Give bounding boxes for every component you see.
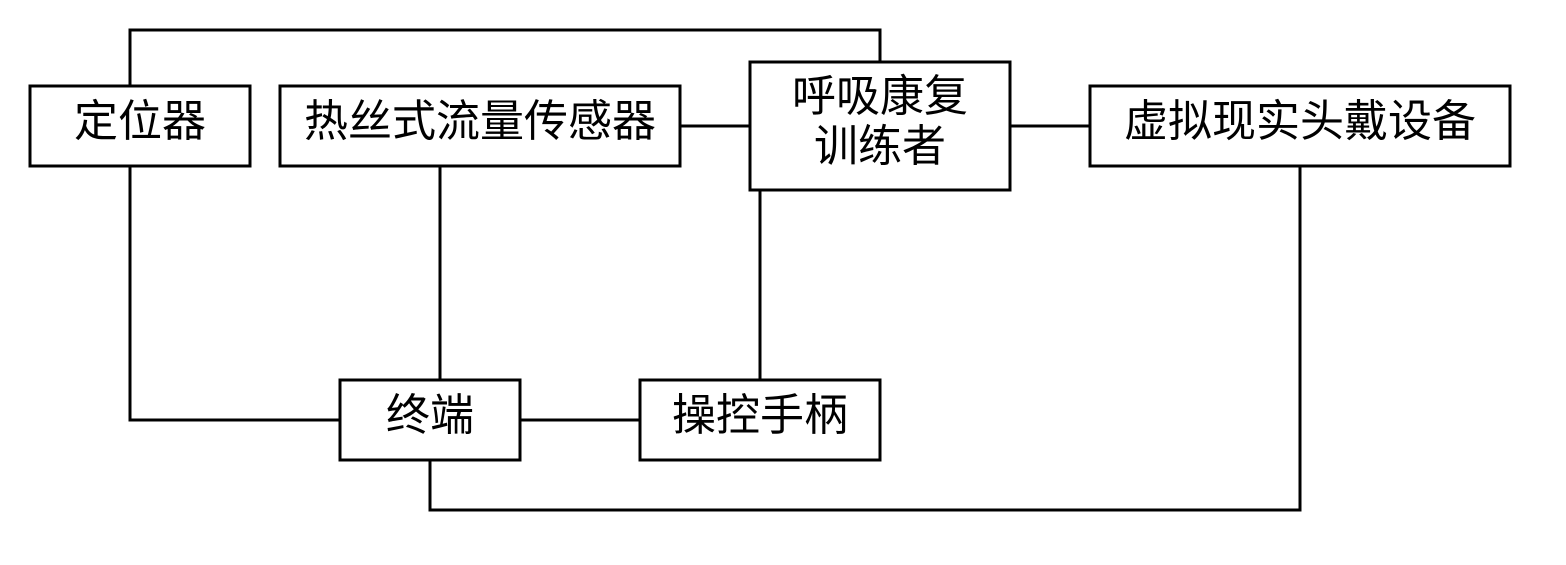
nodes-layer: 定位器 热丝式流量传感器 呼吸康复训练者 虚拟现实头戴设备终端 操控手柄 (30, 62, 1510, 460)
node-sensor-label: 热丝式流量传感器 (304, 97, 656, 146)
node-terminal: 终端 (340, 380, 520, 460)
edge-locator-terminal (130, 166, 340, 420)
node-handle-label: 操控手柄 (672, 391, 848, 440)
node-vr-label: 虚拟现实头戴设备 (1124, 97, 1476, 146)
node-locator: 定位器 (30, 86, 250, 166)
node-vr: 虚拟现实头戴设备 (1090, 86, 1510, 166)
node-trainer-label: 呼吸康复 (792, 72, 968, 121)
node-locator-label: 定位器 (74, 97, 206, 146)
node-handle: 操控手柄 (640, 380, 880, 460)
node-trainer-label: 训练者 (814, 122, 946, 171)
node-sensor: 热丝式流量传感器 (280, 86, 680, 166)
node-trainer: 呼吸康复训练者 (750, 62, 1010, 190)
node-terminal-label: 终端 (386, 391, 474, 440)
